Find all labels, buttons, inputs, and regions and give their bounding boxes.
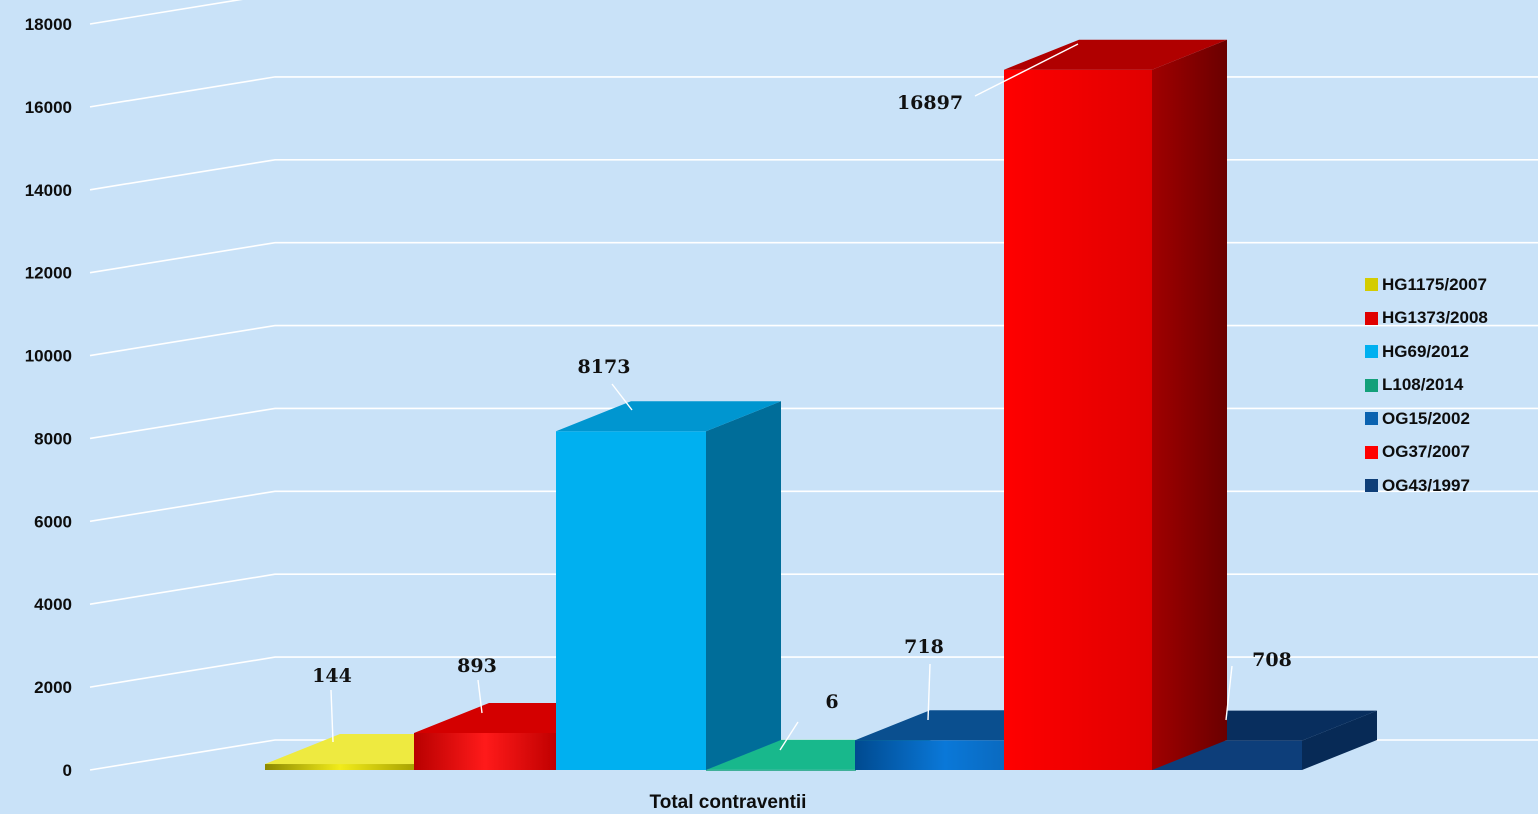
bar xyxy=(1004,39,1227,771)
legend-label: L108/2014 xyxy=(1382,375,1464,395)
label-leader-line xyxy=(779,721,799,751)
gridline xyxy=(89,573,1538,606)
y-tick-label: 8000 xyxy=(34,429,72,448)
bar-side xyxy=(1152,39,1227,771)
label-leader-line xyxy=(1225,665,1233,721)
label-leader-line xyxy=(477,679,483,714)
y-tick-label: 12000 xyxy=(25,264,72,283)
y-tick-label: 18000 xyxy=(25,15,72,34)
legend-item: L108/2014 xyxy=(1365,369,1488,403)
gridline xyxy=(89,656,1538,688)
y-tick-label: 10000 xyxy=(25,347,72,366)
bar-front xyxy=(414,732,556,770)
legend-item: OG15/2002 xyxy=(1365,402,1488,436)
y-tick-label: 0 xyxy=(63,761,72,780)
data-label: 718 xyxy=(904,636,944,658)
bar-front xyxy=(556,431,706,770)
y-tick-label: 14000 xyxy=(25,181,72,200)
bar-front xyxy=(265,764,415,770)
bar-top xyxy=(556,401,781,432)
y-axis: 0 2000 4000 6000 8000 10000 12000 14000 16000 180… xyxy=(25,15,72,780)
legend-swatch xyxy=(1365,445,1378,459)
legend-label: OG43/1997 xyxy=(1382,475,1470,495)
data-label: 893 xyxy=(457,655,497,677)
label-leader-line xyxy=(611,383,633,411)
data-label: 8173 xyxy=(578,356,631,378)
data-label: 6 xyxy=(825,691,838,713)
legend-label: HG1373/2008 xyxy=(1382,308,1488,328)
label-leader-line xyxy=(927,663,931,721)
x-axis-label: Total contraventii xyxy=(650,792,807,813)
legend-item: OG37/2007 xyxy=(1365,436,1488,470)
bar xyxy=(556,401,781,770)
y-tick-label: 4000 xyxy=(34,595,72,614)
legend-swatch xyxy=(1365,278,1378,292)
bar-side xyxy=(706,401,781,770)
gridline xyxy=(89,76,1538,108)
legend-item: OG43/1997 xyxy=(1365,469,1488,503)
gridlines xyxy=(89,0,1538,771)
y-tick-label: 16000 xyxy=(25,98,72,117)
bar-side xyxy=(1302,710,1377,770)
data-labels: 144 893 8173 6 718 16897 708 xyxy=(312,43,1292,751)
legend-item: HG1175/2007 xyxy=(1365,268,1488,302)
legend-item: HG1373/2008 xyxy=(1365,302,1488,336)
gridline xyxy=(89,407,1538,440)
legend-item: HG69/2012 xyxy=(1365,335,1488,369)
legend-swatch xyxy=(1365,412,1378,426)
gridline xyxy=(89,490,1538,523)
bar-front xyxy=(1004,69,1152,771)
bar-front xyxy=(855,740,1005,770)
data-label: 144 xyxy=(312,665,352,687)
legend-label: OG37/2007 xyxy=(1382,442,1470,462)
bars xyxy=(265,39,1377,771)
legend-swatch xyxy=(1365,345,1378,359)
bar-top xyxy=(1004,39,1227,70)
legend-label: HG69/2012 xyxy=(1382,341,1469,361)
legend-swatch xyxy=(1365,378,1378,392)
legend-swatch xyxy=(1365,479,1378,493)
legend-label: OG15/2002 xyxy=(1382,408,1470,428)
data-label: 708 xyxy=(1252,649,1292,671)
legend-swatch xyxy=(1365,311,1378,325)
data-label: 16897 xyxy=(897,92,963,114)
legend: HG1175/2007 HG1373/2008 HG69/2012 L108/2014… xyxy=(1365,268,1488,503)
y-tick-label: 6000 xyxy=(34,512,72,531)
gridline xyxy=(89,0,243,25)
gridline xyxy=(89,324,1538,357)
label-leader-line xyxy=(330,689,334,743)
legend-label: HG1175/2007 xyxy=(1382,274,1487,294)
gridline xyxy=(89,158,1538,191)
label-leader-line xyxy=(974,43,1079,97)
y-tick-label: 2000 xyxy=(34,678,72,697)
gridline xyxy=(89,241,1538,274)
bar-front xyxy=(706,769,856,771)
